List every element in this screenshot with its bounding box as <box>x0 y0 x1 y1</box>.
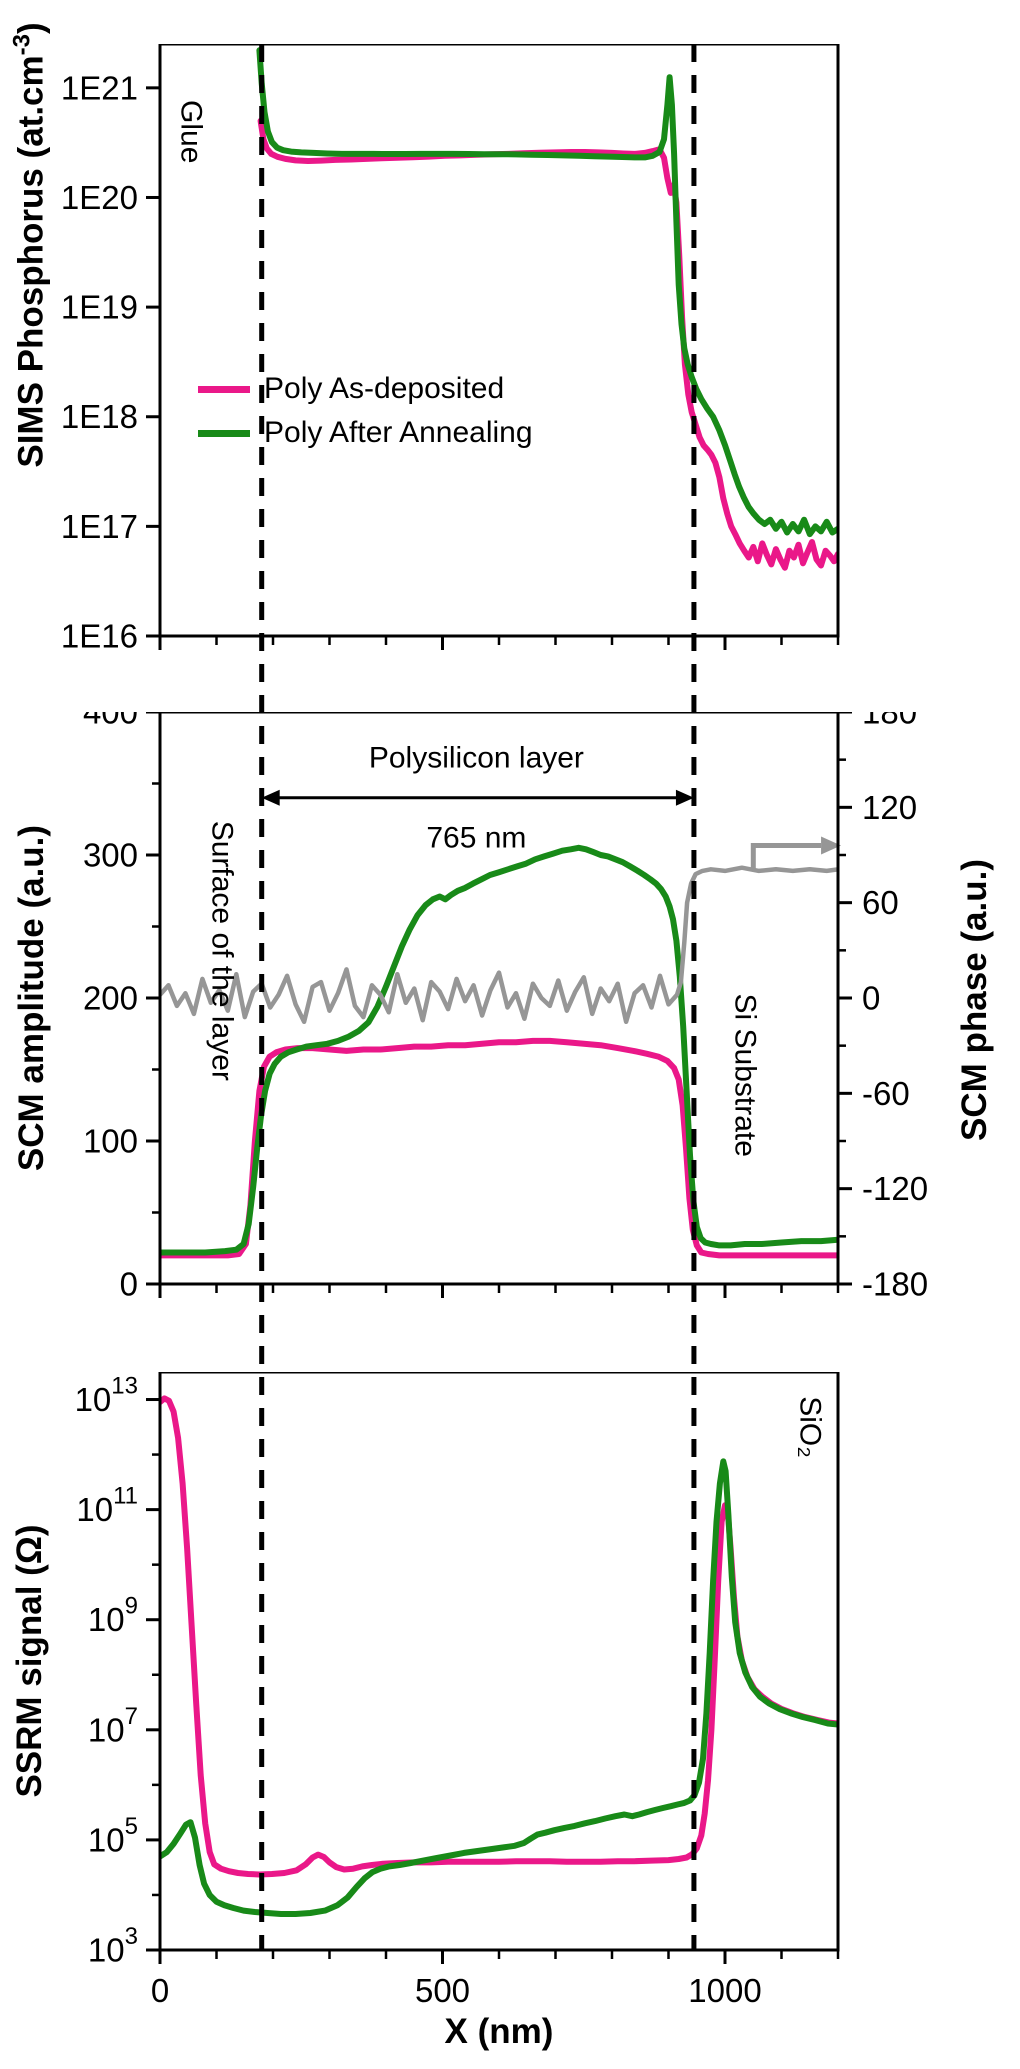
right-y-tick-label: 180 <box>862 712 917 731</box>
right-axis-pointer-arrow <box>750 843 821 870</box>
ssrm-plot: SiO₂ 0 500 1000 1013 1011 109 107 105 103 <box>75 1372 840 2009</box>
right-y-tick-label: 120 <box>862 789 917 826</box>
right-y-tick-label: -180 <box>862 1266 928 1303</box>
legend-item: Poly As-deposited <box>198 372 533 406</box>
series-poly-after-annealing <box>160 844 838 1256</box>
y-tick-label: 200 <box>83 980 138 1017</box>
series-scm-phase <box>160 865 838 1025</box>
sims-y-axis-title-close: ) <box>11 22 51 35</box>
annotation-surface-of-the-layer: Surface of the layer <box>206 821 239 1081</box>
y-tick-label: 1013 <box>75 1372 138 1418</box>
scm-right-axis-title: SCM phase (a.u.) <box>955 859 994 1141</box>
y-tick-label: 0 <box>120 1266 138 1303</box>
right-y-tick-label: 60 <box>862 884 899 921</box>
sims-plot: Glue 1E21 1E20 1E19 1E18 1E17 1E16 <box>61 44 840 655</box>
right-y-tick-label: -60 <box>862 1075 910 1112</box>
y-tick-label: 1E17 <box>61 508 138 545</box>
scm-plot: Polysilicon layer 765 nm Surface of the la… <box>83 712 928 1303</box>
annotation-sio: SiO₂ <box>793 1396 826 1458</box>
x-tick-label: 500 <box>415 1972 470 2009</box>
y-tick-label: 105 <box>88 1812 138 1858</box>
annotation-si-substrate: Si Substrate <box>728 994 761 1157</box>
y-tick-label: 109 <box>88 1592 138 1638</box>
legend-label: Poly After Annealing <box>264 416 533 449</box>
legend-swatch <box>198 385 250 393</box>
y-tick-label: 1E16 <box>61 618 138 655</box>
series-poly-as-deposited <box>257 117 838 571</box>
annotation-765-nm: 765 nm <box>426 821 526 854</box>
annotation-polysilicon-layer: Polysilicon layer <box>369 741 584 774</box>
y-tick-label: 1E18 <box>61 398 138 435</box>
y-tick-label: 300 <box>83 837 138 874</box>
legend-swatch <box>198 429 250 437</box>
right-y-tick-label: -120 <box>862 1170 928 1207</box>
legend-item: Poly After Annealing <box>198 416 533 450</box>
x-tick-label: 1000 <box>688 1972 761 2009</box>
series-poly-after-annealing <box>160 1458 838 1917</box>
series-poly-after-annealing <box>256 47 838 538</box>
y-tick-label: 103 <box>88 1923 138 1969</box>
x-tick-label: 0 <box>151 1972 169 2009</box>
y-tick-label: 1E21 <box>61 69 138 106</box>
legend-label: Poly As-deposited <box>264 372 505 405</box>
legend: Poly As-deposited Poly After Annealing <box>198 372 533 450</box>
y-tick-label: 1E20 <box>61 179 138 216</box>
y-tick-label: 100 <box>83 1123 138 1160</box>
y-tick-label: 1011 <box>76 1482 138 1528</box>
y-tick-label: 1E19 <box>61 289 138 326</box>
x-axis-title: X (nm) <box>444 2012 554 2051</box>
annotation-glue: Glue <box>175 100 208 163</box>
y-tick-label: 107 <box>88 1702 138 1748</box>
y-tick-label: 400 <box>83 712 138 731</box>
right-y-tick-label: 0 <box>862 980 880 1017</box>
